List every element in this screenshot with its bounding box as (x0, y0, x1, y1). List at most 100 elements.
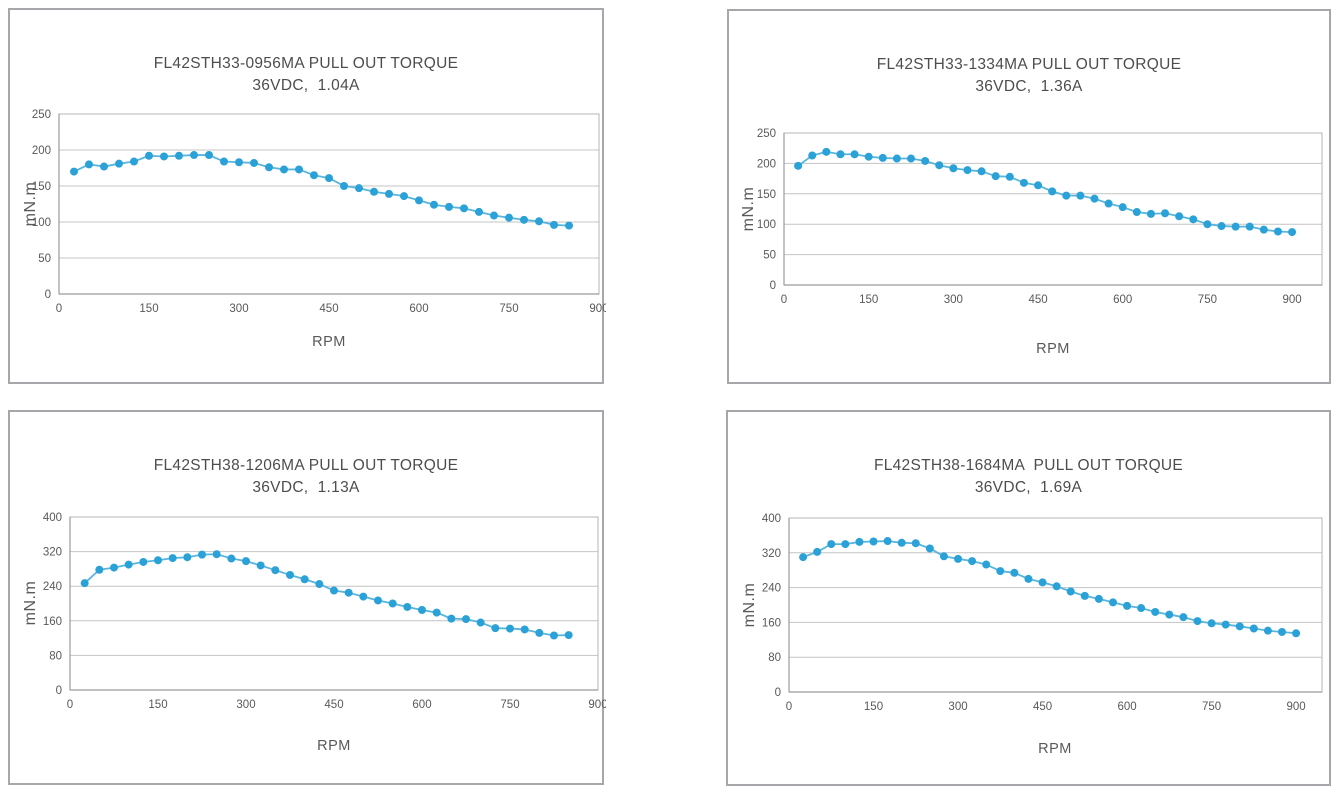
series-point (939, 552, 948, 561)
chart-panel-fl42sth38-1206ma: FL42STH38-1206MA PULL OUT TORQUE 36VDC, … (8, 410, 606, 785)
x-tick-label: 600 (412, 699, 431, 711)
series-point (949, 164, 958, 173)
series-point (1024, 574, 1033, 583)
series-point (220, 157, 228, 166)
series-point (565, 221, 573, 230)
series-point (490, 211, 498, 220)
plot-border (788, 517, 1323, 693)
series-point (388, 599, 397, 608)
series-point (520, 215, 528, 224)
x-tick-label: 900 (589, 303, 606, 315)
series-point (1019, 178, 1028, 187)
series-point (370, 187, 378, 196)
series-point (841, 540, 850, 549)
series-point (139, 557, 148, 566)
series-point (1189, 215, 1198, 224)
x-axis-title: RPM (317, 738, 351, 754)
series-point (1249, 624, 1258, 633)
x-tick-label: 900 (1286, 701, 1305, 713)
series-point (864, 152, 873, 161)
series-point (878, 153, 887, 162)
series-point (271, 566, 280, 575)
series-point (295, 165, 303, 174)
series-point (70, 167, 78, 176)
y-tick-label: 0 (56, 685, 62, 697)
series-point (100, 162, 108, 171)
series-point (460, 204, 468, 213)
series-point (432, 608, 441, 617)
series-point (1066, 587, 1075, 596)
series-point (340, 182, 348, 190)
y-tick-label: 160 (762, 617, 781, 629)
chart-plot-area: 0 80 160 240 320 400 0 150 300 450 600 750 900 (43, 512, 606, 711)
series-point (827, 540, 836, 549)
series-point (836, 150, 845, 159)
series-point (1235, 622, 1244, 631)
x-tick-label: 450 (319, 303, 338, 315)
torque-series-line (73, 154, 570, 227)
chart-title: FL42STH33-1334MA PULL OUT TORQUE (876, 56, 1182, 73)
chart-subtitle: 36VDC, 1.04A (252, 77, 360, 94)
y-tick-label: 320 (43, 547, 62, 559)
x-axis-title: RPM (312, 334, 346, 350)
series-point (982, 560, 991, 569)
series-point (1010, 568, 1019, 577)
series-point (160, 152, 168, 161)
y-tick-label: 0 (775, 687, 781, 699)
chart-plot-area: 0 50 100 150 200 250 0 150 300 450 600 750 900 (757, 128, 1323, 306)
torque-series-line (83, 553, 570, 637)
y-tick-label: 100 (757, 219, 776, 231)
series-point (996, 567, 1005, 576)
x-axis-title: RPM (1036, 341, 1070, 357)
x-tick-label: 300 (944, 294, 963, 306)
series-point (907, 154, 916, 163)
series-point (1034, 181, 1043, 190)
chart-title: FL42STH33-0956MA PULL OUT TORQUE (153, 55, 459, 72)
series-point (535, 217, 543, 226)
chart-title: FL42STH38-1684MA PULL OUT TORQUE (873, 457, 1184, 474)
y-tick-label: 250 (757, 128, 776, 140)
x-tick-label: 150 (139, 303, 158, 315)
series-point (1080, 591, 1089, 600)
y-tick-label: 100 (32, 217, 51, 229)
y-tick-label: 150 (757, 189, 776, 201)
y-tick-label: 50 (38, 253, 51, 265)
chart-subtitle: 36VDC, 1.36A (975, 78, 1083, 95)
y-tick-label: 240 (762, 583, 781, 595)
series-point (415, 196, 423, 205)
series-point (1231, 222, 1240, 231)
series-point (1151, 607, 1160, 616)
series-point (462, 615, 470, 624)
x-tick-label: 300 (229, 303, 248, 315)
series-point (445, 202, 453, 211)
series-point (124, 560, 133, 569)
y-tick-label: 200 (757, 158, 776, 170)
x-tick-label: 300 (948, 701, 967, 713)
series-point (1207, 619, 1216, 628)
series-point (850, 150, 859, 159)
series-point (476, 618, 485, 627)
series-point (110, 563, 118, 572)
x-tick-label: 0 (67, 699, 73, 711)
series-point (855, 537, 864, 546)
series-point (1221, 620, 1230, 629)
series-point (359, 592, 368, 601)
series-point (250, 158, 258, 167)
series-point (325, 174, 333, 183)
y-tick-label: 200 (32, 145, 51, 157)
series-point (154, 556, 162, 565)
x-tick-label: 450 (1028, 294, 1047, 306)
y-tick-label: 400 (762, 513, 781, 525)
series-point (1005, 172, 1014, 181)
series-point (1245, 222, 1254, 231)
series-point (1038, 578, 1047, 587)
x-tick-label: 900 (1282, 294, 1301, 306)
series-point (115, 159, 123, 168)
series-point (85, 160, 93, 169)
series-point (1052, 582, 1061, 591)
chart-panel-fl42sth33-1334ma: FL42STH33-1334MA PULL OUT TORQUE 36VDC, … (727, 9, 1331, 384)
series-point (869, 537, 878, 546)
y-tick-label: 320 (762, 548, 781, 560)
series-point (1179, 613, 1188, 622)
series-point (1193, 617, 1202, 626)
